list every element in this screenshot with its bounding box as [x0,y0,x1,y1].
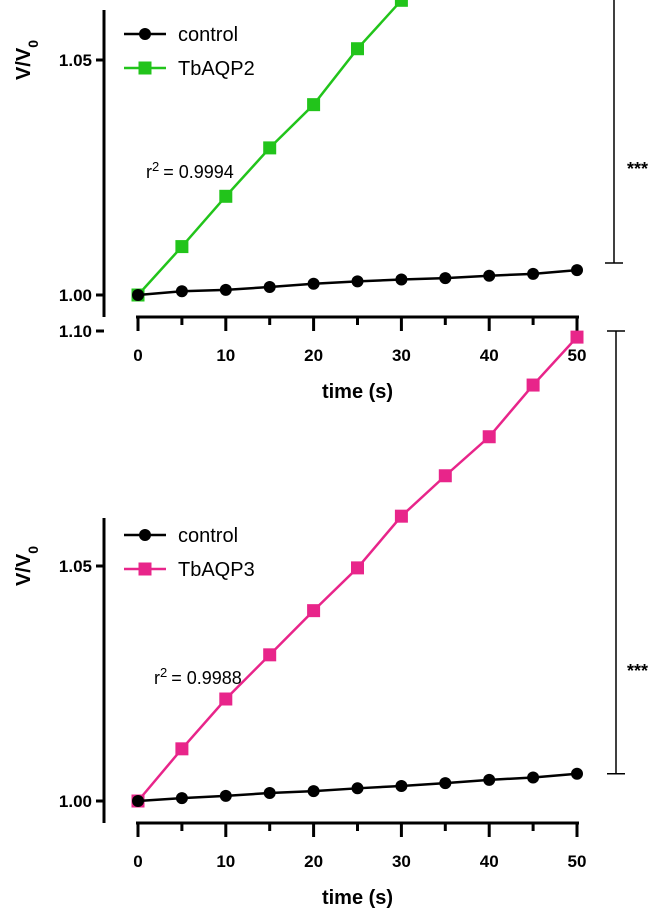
chart-panel-1: 1.00 1.05 1.10 V/V0 0 10 20 30 40 50 time (s) contr… [13,0,648,403]
legend-label-TbAQP3: TbAQP3 [178,559,255,581]
x-tick-label: 30 [392,852,411,871]
legend-marker-TbAQP2 [138,61,152,75]
data-point-TbAQP2 [307,98,321,112]
data-point-TbAQP3 [351,561,364,575]
data-point-control [263,787,276,800]
data-point-TbAQP3 [482,430,496,444]
data-point-TbAQP3 [438,469,452,483]
data-point-control [307,785,320,798]
x-tick-label: 10 [216,346,235,365]
legend-marker-control [139,529,151,541]
y-axis-title: V/V0 [13,546,41,586]
data-point-control [571,767,583,780]
x-tick-label: 30 [392,346,411,365]
data-point-control [175,285,188,298]
data-point-TbAQP3 [263,648,277,662]
data-point-TbAQP3 [307,604,321,618]
x-tick-label: 0 [133,852,142,871]
data-point-TbAQP3 [526,378,540,392]
r-squared-annotation: r2 = 0.9988 [154,665,242,689]
data-point-control [307,277,320,290]
x-tick-label: 20 [304,346,323,365]
data-point-control [263,281,276,294]
data-point-TbAQP3 [394,509,408,523]
data-point-control [219,283,232,296]
x-axis-title: time (s) [322,381,393,403]
legend-label-TbAQP2: TbAQP2 [178,58,255,80]
y-tick-label: 1.05 [59,557,92,576]
data-point-TbAQP2 [394,0,408,7]
data-point-control [351,275,364,288]
data-point-TbAQP3 [570,330,584,344]
data-point-TbAQP2 [219,189,233,203]
data-point-control [395,779,408,792]
data-point-control [175,792,188,805]
data-point-TbAQP2 [351,42,364,56]
data-point-control [219,789,232,802]
data-point-control [571,264,583,277]
y-tick-label: 1.00 [59,792,92,811]
x-tick-label: 0 [133,346,142,365]
x-tick-label: 20 [304,852,323,871]
x-tick-label: 40 [480,852,499,871]
data-point-control [132,795,144,807]
data-point-control [439,777,452,790]
significance-label: *** [627,159,648,179]
data-point-control [527,771,540,784]
x-tick-label: 50 [568,852,587,871]
data-point-TbAQP2 [263,141,277,155]
x-tick-label: 50 [568,346,587,365]
y-tick-label: 1.00 [59,286,92,305]
data-point-TbAQP3 [175,742,189,756]
significance-label: *** [627,661,648,681]
x-tick-label: 40 [480,346,499,365]
data-point-control [483,773,496,786]
data-point-control [483,269,496,282]
data-point-control [132,289,144,301]
data-point-control [527,267,540,280]
x-tick-label: 10 [216,852,235,871]
legend-marker-control [139,28,151,40]
y-tick-label: 1.10 [59,322,92,341]
legend-marker-TbAQP3 [138,562,152,576]
y-axis-title: V/V0 [13,40,41,80]
y-tick-label: 1.05 [59,51,92,70]
data-point-control [439,272,452,285]
legend-label-control: control [178,24,238,46]
r-squared-annotation: r2 = 0.9994 [146,159,234,183]
data-point-control [351,782,364,795]
legend-label-control: control [178,525,238,547]
data-point-TbAQP2 [175,240,189,254]
chart-panel-2: 1.00 1.05 1.10 V/V0 0 10 20 30 40 50 time (s) contr… [13,322,648,909]
data-point-control [395,273,408,286]
data-point-TbAQP3 [219,692,233,706]
x-axis-title: time (s) [322,887,393,909]
